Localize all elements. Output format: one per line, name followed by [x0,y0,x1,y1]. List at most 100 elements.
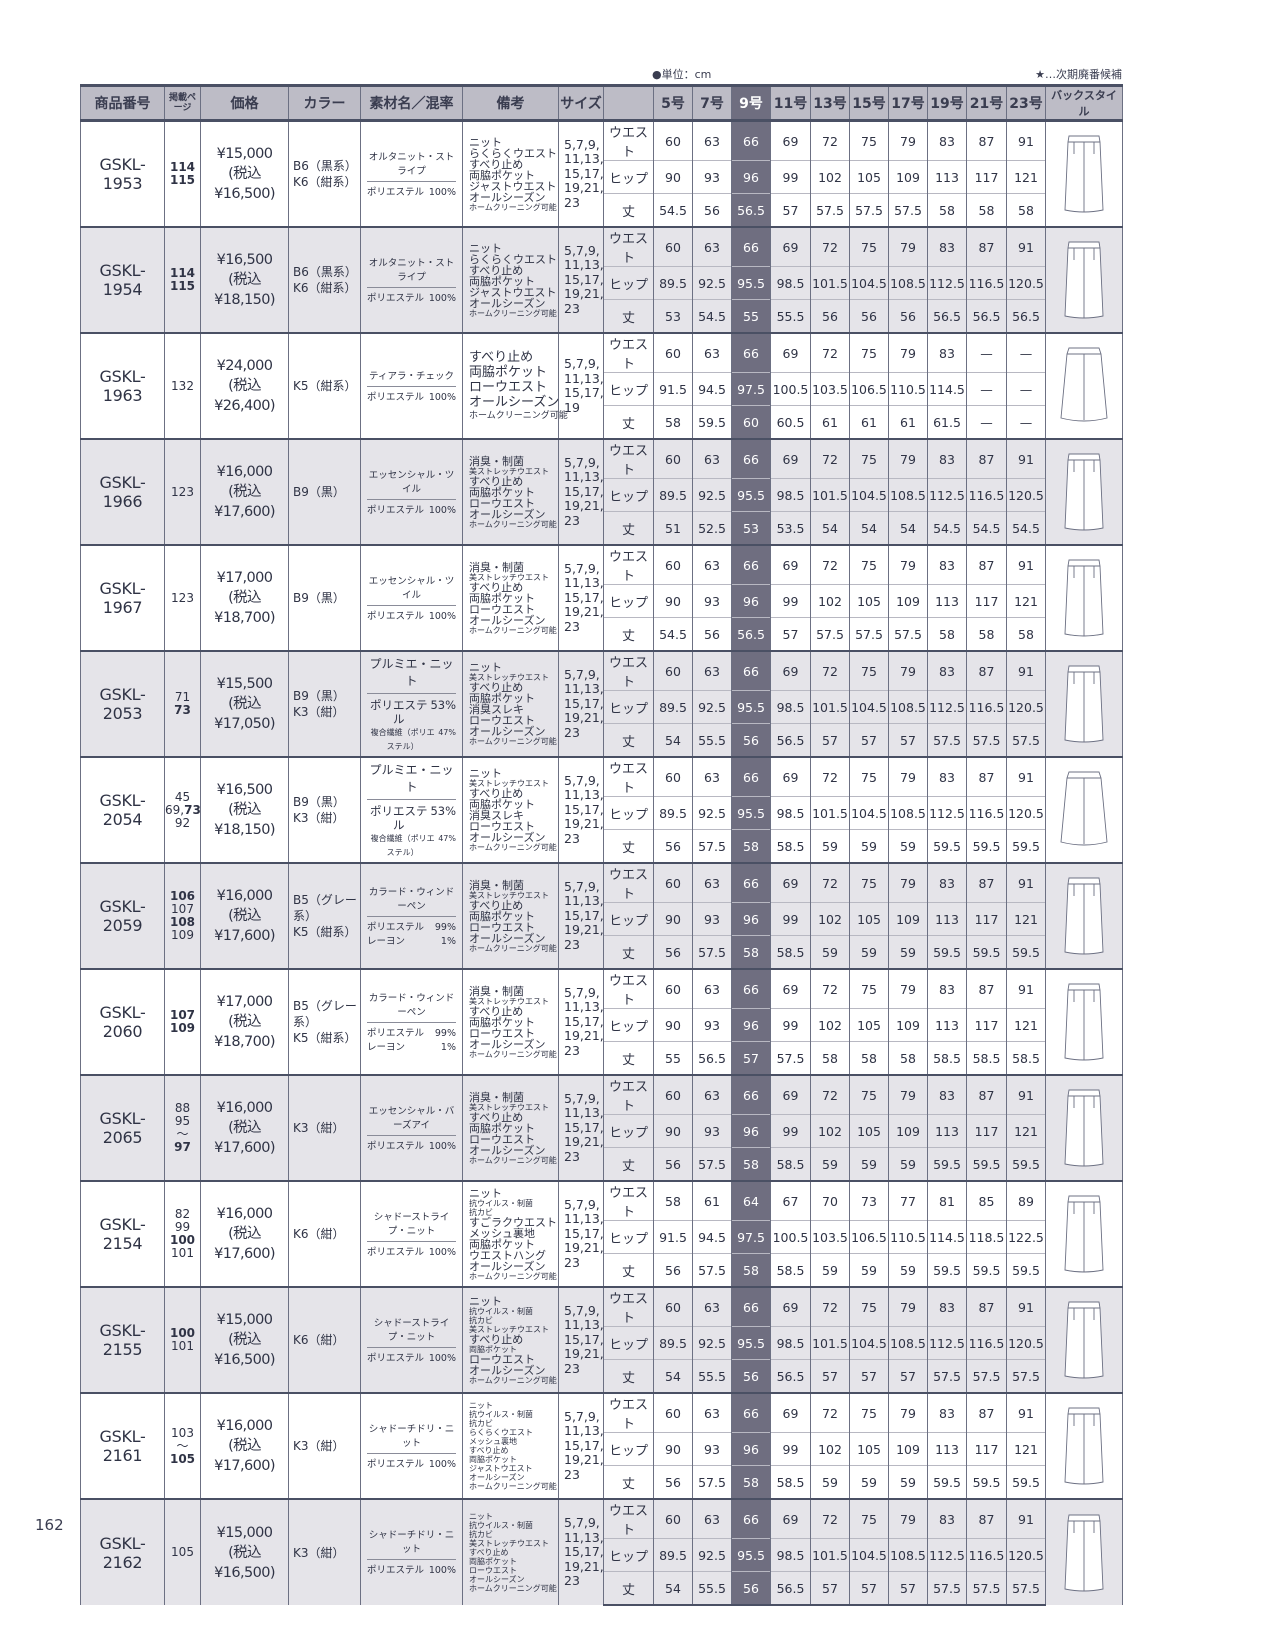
measure-value: 56.5 [770,723,811,757]
measure-value: 60.5 [770,405,811,439]
measure-value: 83 [927,438,967,479]
measure-value: 99 [770,902,811,936]
measure-value: 59.5 [1006,1253,1046,1287]
product-row: GSKL-2065 88 95 ～ 97 ¥16,000 (税込¥17,600) K3（紺）エ… [80,1074,1123,1181]
remark-item: 消臭スレキ [469,703,524,716]
material-name: プルミエ・ニット [367,761,456,800]
material-name: シャドーストライプ・ニット [367,1209,456,1242]
measure-value: 72 [810,332,850,373]
price-base: ¥16,000 [216,888,273,904]
measure-value: 59.5 [966,829,1007,863]
skirt-back-straight-icon [1064,983,1104,1061]
measure-value: 57.5 [692,1465,732,1499]
price: ¥24,000 (税込¥26,400) [200,332,289,439]
measure-value: 105 [849,160,889,194]
measure-value: — [966,372,1007,406]
measure-value: 108.5 [888,478,928,512]
measure-value: 72 [810,1074,850,1115]
measure-value: 91 [1006,438,1046,479]
remark-item: オールシーズン [469,507,546,521]
fiber-percent: 100% [428,186,456,198]
catalog-pages: 106 107 108 109 [164,862,201,969]
back-style [1045,1498,1123,1605]
remark-item: ホームクリーニング可能 [469,1049,557,1059]
measure-label: ウエスト [603,1074,654,1115]
measure-row-length: 丈 54 55.5 56 56.5 57 57 57 57.5 57.5 57.5 [81,1571,1123,1606]
header-measure [603,84,654,122]
measure-value: 98.5 [770,690,811,724]
page-ref-part: 106 [169,889,196,903]
color-list: B6（黒系） K6（紺系） [288,226,361,333]
measure-value: 117 [966,1432,1007,1466]
remark-item: ニット [469,1186,502,1200]
remark-item: ホームクリーニング可能 [469,737,557,746]
page-ref: 107 [165,1009,200,1022]
price: ¥15,000 (税込¥16,500) [200,1286,289,1393]
measure-value: 83 [927,1286,967,1327]
remarks: ニット 抗ウイルス・制菌 抗カビ すごラクウエスト メッシュ裏地 両脇ポケット ウエストハン… [462,1180,559,1287]
measure-value: 57 [810,723,850,757]
remarks: 消臭・制菌 美ストレッチウエスト すべり止め 両脇ポケット ローウエスト オールシーズンホ… [462,862,559,969]
measure-value: 63 [692,1392,732,1433]
remark-item: 美ストレッチウエスト [469,572,549,582]
product-code: GSKL-2155 [80,1286,165,1393]
material-composition: ポリエステル 100% [367,610,456,624]
measure-value: 101.5 [810,1538,850,1572]
measure-value: 87 [966,1498,1007,1539]
material-composition: レーヨン 1% [367,1041,456,1055]
measure-value: 59 [849,1147,889,1181]
fiber-percent: 100% [428,1352,456,1364]
page-ref-part: 82 [174,1207,191,1221]
measure-value: 54.5 [653,617,693,651]
product-row: GSKL-2154 82 99 100 101 ¥16,000 (税込¥17,600) K6（… [80,1180,1123,1287]
fiber-name: ポリエステル [367,504,425,516]
remark-item: ホームクリーニング可能 [469,625,557,635]
product-row: GSKL-2161 103 ～ 105 ¥16,000 (税込¥17,600) K3（紺）シ… [80,1392,1123,1499]
measure-value: 60 [653,1498,693,1539]
price: ¥15,000 (税込¥16,500) [200,1498,289,1605]
measure-value: 66 [731,1286,771,1327]
color-option: K5（紺系） [293,1031,357,1045]
measure-value: 121 [1006,1008,1046,1042]
measure-row-hip: ヒップ 90 93 96 99 102 105 109 113 117 121 [81,1008,1123,1042]
measure-label: ヒップ [603,1008,654,1042]
remark-item: すべり止め [469,474,524,488]
measure-value: 89.5 [653,266,693,300]
color-option: B9（黒） [293,591,345,605]
measure-value: 69 [770,756,811,797]
back-style [1045,1286,1123,1393]
measure-value: 56 [731,723,771,757]
measure-value: 57.5 [692,829,732,863]
remark-item: らくらくウエスト [469,252,557,266]
page-ref-part: ～ [176,1127,189,1141]
measure-value: 83 [927,1498,967,1539]
measure-value: 99 [770,1432,811,1466]
measure-value: 92.5 [692,1538,732,1572]
measure-value: 69 [770,650,811,691]
measure-row-hip: ヒップ 91.5 94.5 97.5 100.5 103.5 106.5 110.5 114.5… [81,372,1123,406]
remark-item: ローウエスト [469,714,535,727]
measure-value: 83 [927,1074,967,1115]
page-ref-part: 45 [174,789,191,804]
measure-value: 57.5 [966,1359,1007,1393]
remark-item: 両脇ポケット [469,798,535,811]
measure-value: 58 [653,1180,693,1221]
fiber-percent: 100% [428,1565,456,1576]
measure-value: 53 [653,299,693,333]
measure-value: 117 [966,160,1007,194]
measure-value: 112.5 [927,266,967,300]
page-ref: 45 [165,789,200,804]
measure-value: 89 [1006,1180,1046,1221]
measure-value: 58.5 [770,1465,811,1499]
measure-value: 57 [888,1359,928,1393]
measure-value: 56.5 [731,193,771,227]
measure-label: ウエスト [603,332,654,373]
remarks: 消臭・制菌 美ストレッチウエスト すべり止め 両脇ポケット ローウエスト オールシーズンホ… [462,1074,559,1181]
unit-note: ●単位：cm [652,68,712,81]
measure-value: 69 [770,332,811,373]
remark-item: 両脇ポケット [469,591,535,605]
product-code: GSKL-1966 [80,438,165,545]
remark-item: ホームクリーニング可能 [469,1584,557,1593]
skirt-back-straight-icon [1064,1195,1104,1273]
price: ¥16,500 (税込¥18,150) [200,226,289,333]
